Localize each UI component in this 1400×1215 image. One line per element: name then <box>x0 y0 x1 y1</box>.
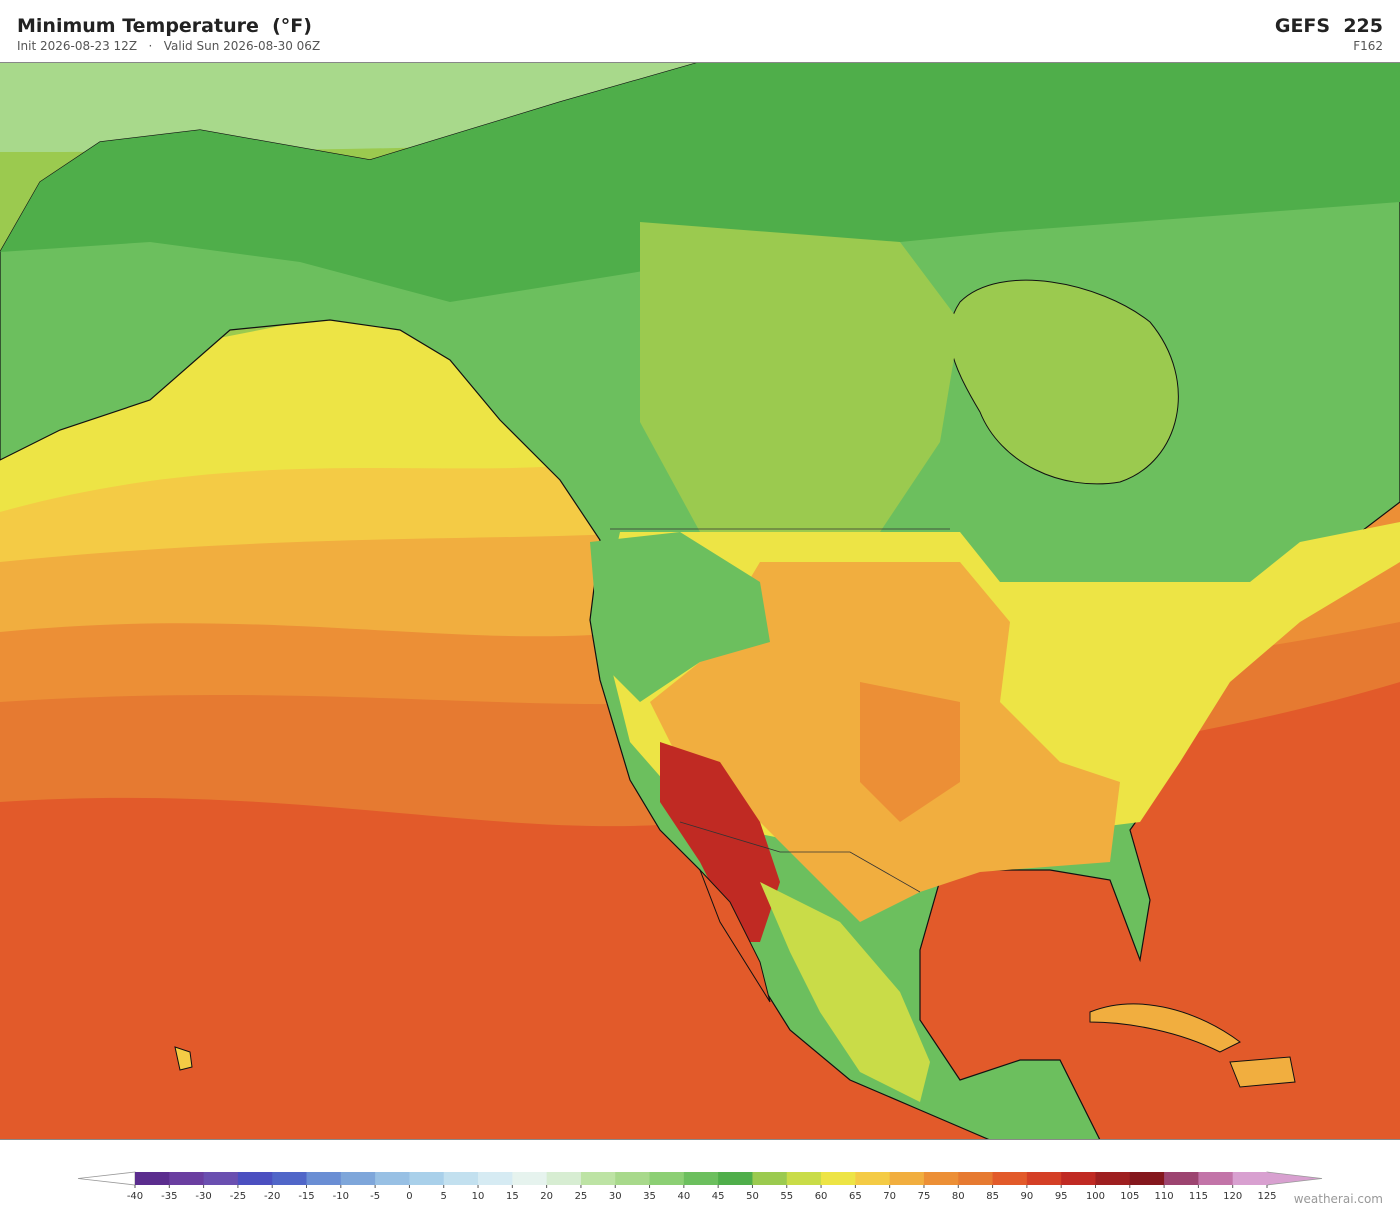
colorbar-bin <box>546 1172 582 1185</box>
colorbar-bin <box>649 1172 685 1185</box>
colorbar-bin <box>580 1172 616 1185</box>
colorbar-tick-label: -35 <box>161 1191 177 1202</box>
colorbar-bin <box>1129 1172 1165 1185</box>
colorbar-tick-label: 35 <box>643 1191 656 1202</box>
colorbar-bin <box>237 1172 273 1185</box>
watermark: weatherai.com <box>1293 1192 1383 1206</box>
colorbar-tick-label: 20 <box>540 1191 553 1202</box>
colorbar-bin <box>409 1172 445 1185</box>
colorbar-bin <box>923 1172 959 1185</box>
colorbar-tick-label: 100 <box>1086 1191 1105 1202</box>
colorbar-tick-label: -40 <box>127 1191 143 1202</box>
colorbar-bin <box>958 1172 994 1185</box>
colorbar-bin <box>478 1172 513 1185</box>
colorbar-bin <box>375 1172 410 1185</box>
cuba <box>1089 1003 1241 1053</box>
colorbar-bin <box>889 1172 925 1185</box>
colorbar-tick-label: 95 <box>1055 1191 1068 1202</box>
land-zone <box>660 742 780 942</box>
colorbar-bin <box>786 1172 822 1185</box>
colorbar-tick-label: 125 <box>1257 1191 1276 1202</box>
colorbar-bin <box>169 1172 205 1185</box>
colorbar-bin <box>1095 1172 1131 1185</box>
colorbar-tick-label: -10 <box>333 1191 349 1202</box>
forecast-hour: F162 <box>1353 39 1383 53</box>
colorbar-tick-label: -25 <box>230 1191 246 1202</box>
title: Minimum Temperature (°F) <box>17 15 312 37</box>
colorbar-tick-label: -20 <box>264 1191 280 1202</box>
gulf-of-california <box>699 869 771 1003</box>
colorbar-bin <box>855 1172 891 1185</box>
colorbar-tick-label: -30 <box>195 1191 211 1202</box>
colorbar-bin <box>1164 1172 1199 1185</box>
land-zone <box>590 532 770 702</box>
colorbar-tick-label: 0 <box>406 1191 412 1202</box>
land-zone <box>0 62 1400 302</box>
colorbar-bin <box>443 1172 479 1185</box>
colorbar-tick-label: -15 <box>298 1191 314 1202</box>
colorbar-bin <box>683 1172 719 1185</box>
land-zone <box>640 222 960 532</box>
colorbar-tick-label: 85 <box>986 1191 999 1202</box>
colorbar-bin <box>340 1172 376 1185</box>
hispaniola <box>1229 1056 1296 1088</box>
colorbar-tick-label: 110 <box>1155 1191 1174 1202</box>
colorbar-tick-label: 80 <box>952 1191 965 1202</box>
colorbar-tick-label: 120 <box>1223 1191 1242 1202</box>
colorbar: -40 -35 -30 -25 -20 -15 -10 -5 0 5 10 15 20 25 30 35 40 4… <box>77 1171 1323 1202</box>
land-zone <box>860 682 960 822</box>
colorbar-tick-label: 15 <box>506 1191 519 1202</box>
colorbar-tick-label: 115 <box>1189 1191 1208 1202</box>
colorbar-tick-label: 70 <box>883 1191 896 1202</box>
colorbar-tick-label: 50 <box>746 1191 759 1202</box>
subtitle: Init 2026-08-23 12Z · Valid Sun 2026-08-… <box>17 39 321 53</box>
colorbar-tick-label: 10 <box>472 1191 485 1202</box>
colorbar-tick-label: 90 <box>1021 1191 1034 1202</box>
colorbar-bin <box>512 1172 548 1185</box>
colorbar-tick-label: 65 <box>849 1191 862 1202</box>
colorbar-bin <box>1198 1172 1234 1185</box>
colorbar-tick-label: 45 <box>712 1191 725 1202</box>
colorbar-tick-label: -5 <box>370 1191 380 1202</box>
colorbar-tick-label: 105 <box>1120 1191 1139 1202</box>
land-zone <box>760 882 930 1102</box>
colorbar-bin <box>203 1172 239 1185</box>
colorbar-bin <box>992 1172 1028 1185</box>
colorbar-bin <box>1026 1172 1062 1185</box>
border-line <box>679 821 921 893</box>
colorbar-bin <box>272 1172 308 1185</box>
colorbar-bin <box>1061 1172 1096 1185</box>
colorbar-tick-label: 40 <box>677 1191 690 1202</box>
colorbar-tick-label: 60 <box>815 1191 828 1202</box>
colorbar-bin <box>306 1172 342 1185</box>
hawaii <box>174 1046 193 1071</box>
colorbar-tick-label: 55 <box>780 1191 793 1202</box>
hudson-bay <box>949 279 1179 485</box>
colorbar-bin <box>752 1172 788 1185</box>
colorbar-bin <box>718 1172 753 1185</box>
model-label: GEFS 225 <box>1274 15 1383 37</box>
colorbar-tick-label: 30 <box>609 1191 622 1202</box>
map <box>0 62 1400 1140</box>
colorbar-tick-label: 5 <box>441 1191 447 1202</box>
colorbar-over <box>1266 1171 1323 1186</box>
colorbar-bin <box>615 1172 651 1185</box>
colorbar-bin <box>1232 1172 1268 1185</box>
colorbar-bin <box>135 1172 170 1185</box>
colorbar-tick-label: 25 <box>575 1191 588 1202</box>
colorbar-tick-label: 75 <box>918 1191 931 1202</box>
colorbar-bin <box>821 1172 856 1185</box>
colorbar-under <box>77 1171 136 1186</box>
